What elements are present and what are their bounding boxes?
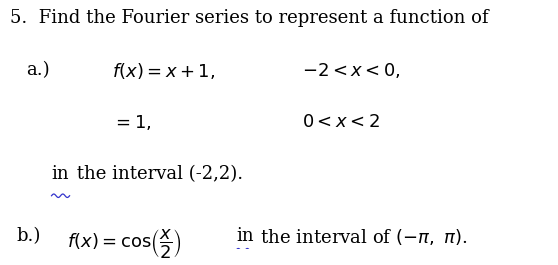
Text: the interval of $(-\pi,\ \pi)$.: the interval of $(-\pi,\ \pi)$. [254, 227, 467, 247]
Text: $0 < x < 2$: $0 < x < 2$ [302, 113, 380, 131]
Text: 5.  Find the Fourier series to represent a function of: 5. Find the Fourier series to represent … [11, 9, 489, 27]
Text: in: in [236, 227, 254, 245]
Text: $-2 < x < 0,$: $-2 < x < 0,$ [302, 61, 401, 80]
Text: in: in [51, 165, 69, 183]
Text: a.): a.) [26, 61, 50, 79]
Text: $f(x) = \cos\!\left(\dfrac{x}{2}\right)$: $f(x) = \cos\!\left(\dfrac{x}{2}\right)$ [66, 227, 181, 260]
Text: b.): b.) [16, 227, 41, 245]
Text: $= 1,$: $= 1,$ [112, 113, 151, 132]
Text: $f(x) = x + 1,$: $f(x) = x + 1,$ [112, 61, 215, 81]
Text: the interval (-2,2).: the interval (-2,2). [70, 165, 243, 183]
